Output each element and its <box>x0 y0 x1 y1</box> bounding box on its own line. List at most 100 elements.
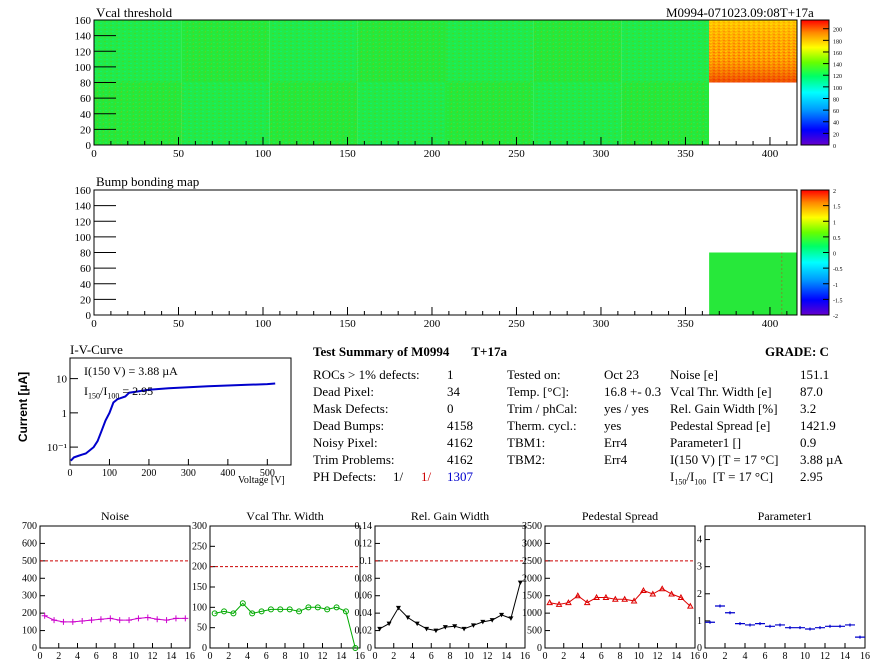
data-point <box>79 617 86 624</box>
color-palette <box>800 189 830 316</box>
x-tick-label: 6 <box>429 651 434 662</box>
palette-tick-label: 160 <box>833 51 842 57</box>
summary-row: Parameter1 [] 0.9 <box>670 435 880 452</box>
x-tick-label: 8 <box>113 651 118 662</box>
plot-title: Vcal Thr. Width <box>246 509 323 523</box>
data-point <box>97 616 104 623</box>
data-point <box>333 604 340 611</box>
data-point <box>172 615 179 622</box>
iv-x-tick-label: 0 <box>68 468 73 479</box>
palette-tick-label: 120 <box>833 74 842 80</box>
palette-tick-label: 80 <box>833 97 839 103</box>
summary-right-column: Noise [e] 151.1 Vcal Thr. Width [e] 87.0 Rel… <box>670 367 880 487</box>
y-tick-label: 3000 <box>522 538 542 549</box>
y-tick-label: 160 <box>75 185 92 197</box>
data-point <box>221 608 228 615</box>
data-point <box>649 590 657 597</box>
data-point <box>296 608 303 615</box>
y-tick-label: 2500 <box>522 556 542 567</box>
x-tick-label: 16 <box>355 651 365 662</box>
y-tick-label: 0.12 <box>355 538 373 549</box>
summary-row-value: 1 <box>447 367 454 382</box>
roc-cell <box>533 20 622 83</box>
data-point <box>324 606 331 613</box>
data-point <box>230 610 237 617</box>
data-point <box>715 604 725 608</box>
y-tick-label: 2 <box>697 589 702 600</box>
data-point <box>499 612 505 618</box>
summary-row-label: Vcal Thr. Width [e] <box>670 384 772 399</box>
summary-row-label: Dead Pixel: <box>313 384 375 399</box>
data-point <box>41 612 48 619</box>
color-palette <box>800 19 830 146</box>
plot-title: Rel. Gain Width <box>411 509 489 523</box>
plot-title: Parameter1 <box>758 509 813 523</box>
data-point <box>69 618 76 625</box>
roc-cell <box>445 82 534 145</box>
data-point <box>845 623 855 627</box>
y-tick-label: 140 <box>75 201 92 213</box>
x-tick-label: 16 <box>520 651 530 662</box>
x-tick-label: 0 <box>208 651 213 662</box>
plot-frame <box>704 525 866 649</box>
summary-row-value: 0 <box>447 401 454 416</box>
summary-row-label: Therm. cycl.: <box>507 418 577 433</box>
iv-x-tick-label: 500 <box>260 468 275 479</box>
data-point <box>602 593 610 600</box>
y-tick-label: 200 <box>192 562 207 573</box>
summary-row-label: Trim / phCal: <box>507 401 578 416</box>
x-tick-label: 12 <box>820 651 830 662</box>
data-point <box>461 626 467 632</box>
iv-y-tick-label: 10⁻¹ <box>47 442 67 454</box>
palette-tick-label: -2 <box>833 314 838 320</box>
roc-cell <box>621 82 710 145</box>
data-point <box>546 599 554 606</box>
iv-title: I-V-Curve <box>70 342 123 357</box>
x-tick-label: 12 <box>653 651 663 662</box>
summary-row-value: 4162 <box>447 435 473 450</box>
x-tick-label: 250 <box>508 318 525 330</box>
data-point <box>116 617 123 624</box>
iv-x-tick-label: 200 <box>141 468 156 479</box>
y-tick-label: 400 <box>22 573 37 584</box>
summary-title: Test Summary of M0994 T+17a <box>313 344 507 359</box>
summary-row-value: yes / yes <box>604 401 649 416</box>
summary-row-label: Dead Bumps: <box>313 418 385 433</box>
plot-frame <box>374 525 526 649</box>
data-point <box>565 599 572 606</box>
palette-tick-label: 0 <box>833 144 836 150</box>
iv-curve-plot: 0 100 200 300 400 500 10⁻¹ 1 10 <box>47 357 292 479</box>
data-point <box>725 611 735 615</box>
x-tick-label: 100 <box>255 318 272 330</box>
data-point <box>815 626 825 630</box>
y-tick-label: 40 <box>80 109 92 121</box>
data-point <box>144 614 151 621</box>
y-tick-label: 500 <box>22 556 37 567</box>
x-tick-label: 12 <box>483 651 493 662</box>
x-tick-label: 8 <box>783 651 788 662</box>
hot-roc-shade <box>709 20 797 83</box>
data-point <box>352 645 359 651</box>
roc-cell <box>181 82 270 145</box>
iv-annotation-1: I(150 V) = 3.88 µA <box>84 364 178 378</box>
series-line <box>214 602 356 649</box>
x-tick-label: 50 <box>173 318 185 330</box>
data-point <box>107 615 114 622</box>
data-point <box>593 593 600 600</box>
y-tick-label: 300 <box>192 521 207 532</box>
x-tick-label: 50 <box>173 148 185 160</box>
x-tick-label: 300 <box>593 148 610 160</box>
x-tick-label: 2 <box>56 651 61 662</box>
summary-row-label: Trim Problems: <box>313 452 395 467</box>
y-tick-label: 300 <box>22 591 37 602</box>
summary-row-label: ROCs > 1% defects: <box>313 367 420 382</box>
summary-row: Trim / phCal: yes / yes <box>507 401 672 418</box>
ratio-row: I150/I100 [T = 17 °C] 2.95 <box>670 469 823 487</box>
plot-title: Pedestal Spread <box>582 509 658 523</box>
y-tick-label: 0 <box>697 643 702 654</box>
y-tick-label: 40 <box>80 279 92 291</box>
x-tick-label: 10 <box>464 651 474 662</box>
summary-row-label: Noisy Pixel: <box>313 435 378 450</box>
